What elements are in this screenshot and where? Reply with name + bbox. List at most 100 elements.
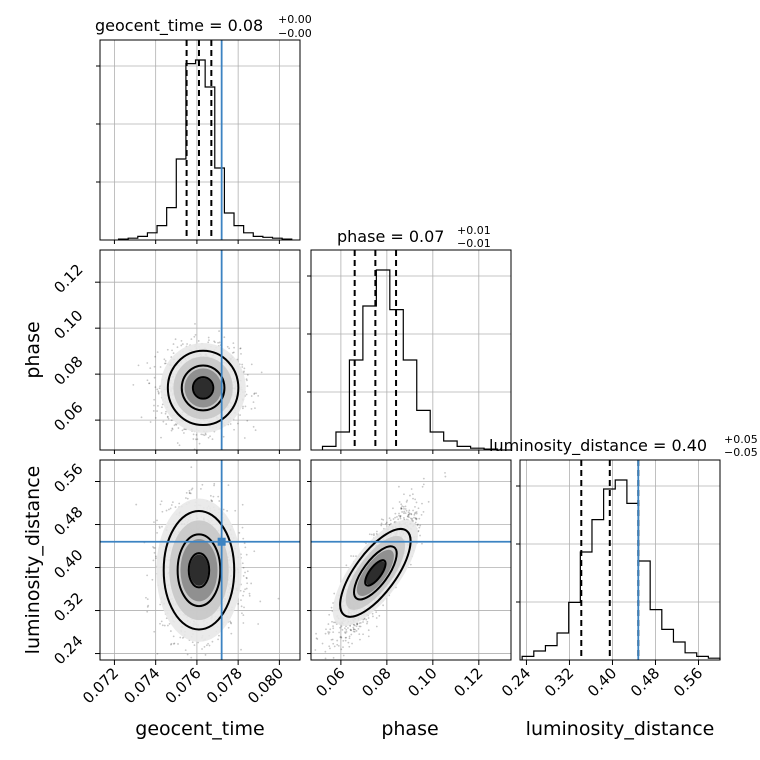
sample-point [259, 600, 262, 603]
sample-point [400, 507, 402, 510]
panel-hist-phase [307, 249, 512, 451]
sample-point [405, 509, 408, 512]
sample-point [209, 494, 212, 497]
sample-point [210, 500, 213, 502]
sample-point [204, 654, 207, 656]
sample-point [246, 570, 249, 573]
sample-point [149, 421, 152, 423]
sample-point [356, 623, 359, 626]
sample-point [398, 485, 400, 488]
sample-point [245, 576, 248, 579]
title-geocent-time-plus: +0.00 [278, 13, 312, 26]
sample-point [190, 466, 193, 469]
sample-point [414, 521, 417, 524]
sample-point [156, 652, 159, 655]
sample-point [404, 508, 407, 510]
sample-point [394, 512, 397, 515]
sample-point [352, 628, 355, 631]
sample-point [255, 392, 258, 395]
sample-point [188, 489, 191, 492]
sample-point [137, 364, 140, 367]
sample-point [239, 589, 242, 592]
sample-point [352, 630, 355, 633]
sample-point [241, 407, 244, 410]
sample-point [337, 645, 340, 647]
sample-point [245, 587, 248, 590]
sample-point [403, 517, 405, 519]
sample-point [178, 444, 181, 447]
sample-point [316, 638, 319, 640]
sample-point [203, 434, 206, 437]
sample-point [260, 371, 263, 374]
sample-point [244, 405, 247, 408]
sample-point [197, 641, 200, 644]
title-luminosity-distance-minus: −0.05 [724, 446, 758, 459]
sample-point [156, 519, 158, 522]
sample-point [160, 500, 163, 503]
sample-point [140, 416, 143, 419]
sample-point [228, 347, 231, 350]
sample-point [398, 512, 400, 515]
sample-point [399, 516, 402, 518]
sample-point [180, 344, 183, 347]
sample-point [197, 340, 200, 342]
sample-point [375, 532, 378, 535]
sample-point [171, 501, 174, 504]
sample-point [354, 628, 357, 631]
sample-point [243, 542, 246, 545]
sample-point [194, 334, 197, 336]
sample-point [222, 508, 225, 511]
sample-point [176, 346, 179, 349]
sample-point [324, 632, 327, 635]
sample-point [155, 555, 157, 558]
sample-point [353, 623, 355, 626]
sample-point [394, 516, 397, 519]
sample-point [183, 453, 185, 455]
sample-point [184, 649, 187, 652]
sample-point [253, 550, 256, 553]
panel-joint-phase-luminosity-distance [310, 459, 512, 661]
sample-point [340, 625, 343, 628]
sample-point [210, 499, 213, 502]
sample-point [419, 534, 421, 537]
sample-point [246, 385, 249, 387]
sample-point [427, 500, 430, 503]
sample-point [421, 485, 424, 488]
xlabel-phase: phase [381, 718, 438, 740]
sample-point [246, 373, 249, 376]
sample-point [238, 531, 241, 534]
sample-point [245, 553, 248, 556]
sample-point [344, 639, 347, 642]
sample-point [157, 392, 160, 395]
sample-point [157, 390, 160, 393]
sample-point [236, 422, 239, 425]
contour-3 [166, 349, 240, 427]
sample-point [355, 630, 358, 632]
sample-point [250, 582, 253, 585]
sample-point [411, 517, 414, 520]
sample-point [152, 410, 155, 412]
sample-point [194, 323, 196, 325]
sample-point [408, 509, 411, 512]
sample-point [342, 654, 345, 657]
sample-point [188, 492, 191, 495]
sample-point [380, 518, 383, 521]
sample-point [190, 338, 193, 341]
sample-point [401, 505, 404, 508]
sample-point [401, 511, 404, 513]
sample-point [180, 339, 183, 342]
sample-point [242, 590, 245, 593]
sample-point [400, 506, 403, 509]
sample-point [147, 604, 150, 607]
sample-point [375, 611, 378, 614]
sample-point [153, 404, 155, 407]
panel-frame [519, 459, 721, 661]
sample-point [242, 566, 245, 569]
sample-point [229, 620, 232, 623]
sample-point [239, 414, 241, 416]
sample-point [329, 628, 332, 631]
sample-point [177, 643, 179, 645]
sample-point [444, 471, 446, 474]
ylabel-luminosity-distance: luminosity_distance [22, 466, 44, 655]
sample-point [211, 640, 214, 643]
